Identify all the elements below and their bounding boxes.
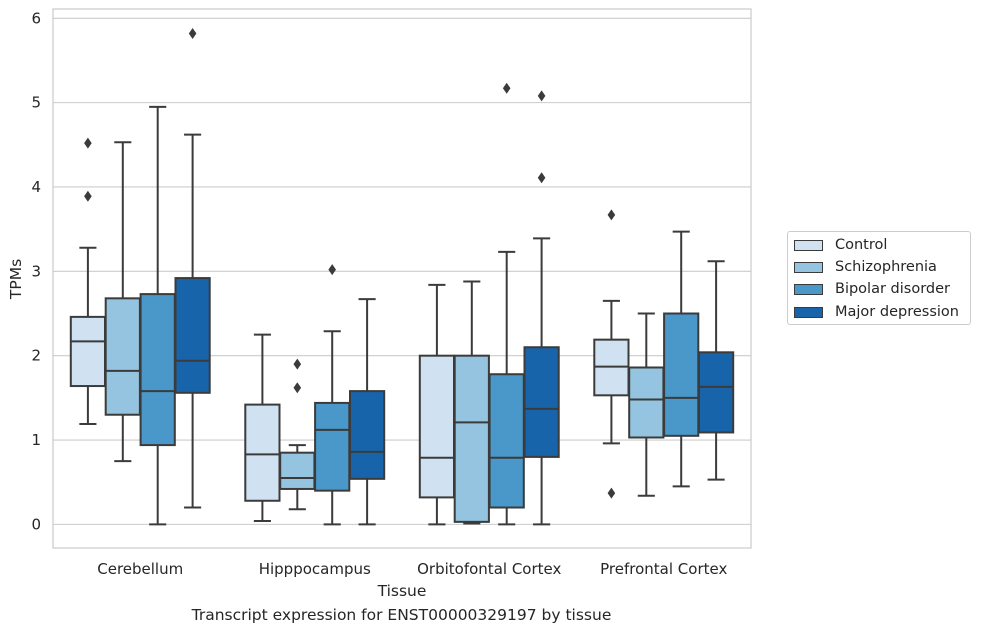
outlier-schizophrenia-hipppocampus-0 bbox=[293, 382, 302, 394]
outlier-control-cerebellum-0 bbox=[84, 190, 92, 202]
box-body-bipolar-disorder-cerebellum bbox=[139, 293, 176, 447]
box-body-control-cerebellum bbox=[69, 315, 107, 388]
box-body-major-depression-cerebellum bbox=[174, 277, 211, 394]
y-tick-label-1: 1 bbox=[31, 431, 41, 449]
box-body-major-depression-prefrontal-cortex bbox=[697, 351, 735, 434]
legend-label-major-depression: Major depression bbox=[835, 304, 959, 320]
box-body-control-hipppocampus bbox=[244, 403, 281, 502]
legend-swatch-control bbox=[794, 239, 823, 251]
plot-frame bbox=[52, 8, 752, 549]
outlier-major-depression-orbitofontal-cortex-0 bbox=[537, 172, 546, 184]
y-tick-label-0: 0 bbox=[31, 515, 41, 533]
box-body-major-depression-orbitofontal-cortex bbox=[523, 346, 560, 458]
y-tick-label-3: 3 bbox=[31, 262, 41, 280]
outlier-major-depression-orbitofontal-cortex-1 bbox=[537, 90, 546, 102]
x-tick-label-prefrontal-cortex: Prefrontal Cortex bbox=[600, 560, 727, 578]
box-schizophrenia-cerebellum bbox=[104, 141, 141, 463]
x-axis-label: Tissue bbox=[377, 582, 427, 600]
outlier-control-prefrontal-cortex-0 bbox=[607, 487, 616, 499]
legend-label-schizophrenia: Schizophrenia bbox=[835, 259, 937, 275]
box-control-prefrontal-cortex bbox=[593, 209, 630, 499]
y-tick-label-4: 4 bbox=[31, 178, 41, 196]
box-schizophrenia-orbitofontal-cortex bbox=[453, 280, 490, 525]
box-bipolar-disorder-cerebellum bbox=[139, 105, 176, 526]
legend-swatch-major-depression bbox=[794, 306, 823, 318]
legend-label-bipolar-disorder: Bipolar disorder bbox=[835, 281, 950, 297]
figure-caption: Transcript expression for ENST0000032919… bbox=[191, 606, 612, 624]
x-tick-label-cerebellum: Cerebellum bbox=[97, 560, 183, 578]
box-body-schizophrenia-cerebellum bbox=[104, 297, 141, 416]
outlier-control-cerebellum-1 bbox=[84, 137, 92, 149]
box-body-control-orbitofontal-cortex bbox=[418, 354, 456, 499]
box-schizophrenia-prefrontal-cortex bbox=[628, 312, 665, 497]
box-body-schizophrenia-hipppocampus bbox=[279, 451, 316, 490]
box-major-depression-cerebellum bbox=[174, 27, 211, 509]
y-axis-label: TPMs bbox=[7, 259, 25, 300]
box-body-schizophrenia-orbitofontal-cortex bbox=[453, 354, 490, 523]
box-control-cerebellum bbox=[69, 137, 107, 426]
boxes bbox=[69, 27, 735, 526]
x-tick-label-hipppocampus: Hipppocampus bbox=[259, 560, 371, 578]
legend-item-bipolar-disorder: Bipolar disorder bbox=[794, 279, 950, 299]
box-major-depression-prefrontal-cortex bbox=[697, 260, 735, 481]
box-bipolar-disorder-hipppocampus bbox=[314, 264, 351, 526]
box-body-major-depression-hipppocampus bbox=[348, 390, 386, 480]
y-tick-label-5: 5 bbox=[31, 94, 41, 112]
box-control-orbitofontal-cortex bbox=[418, 283, 456, 526]
box-bipolar-disorder-prefrontal-cortex bbox=[663, 230, 700, 488]
legend-item-schizophrenia: Schizophrenia bbox=[794, 257, 937, 277]
outlier-control-prefrontal-cortex-1 bbox=[607, 209, 616, 221]
x-tick-label-orbitofontal-cortex: Orbitofontal Cortex bbox=[417, 560, 561, 578]
box-body-bipolar-disorder-orbitofontal-cortex bbox=[488, 373, 525, 509]
y-tick-label-2: 2 bbox=[31, 347, 41, 365]
tick-labels: 0 1 2 3 4 5 6 Cerebellum Hipppocampus Orbitofonta… bbox=[31, 9, 727, 578]
legend-item-control: Control bbox=[794, 235, 887, 255]
legend-swatch-schizophrenia bbox=[794, 261, 823, 273]
outlier-major-depression-cerebellum-0 bbox=[188, 27, 197, 39]
legend: Control Schizophrenia Bipolar disorder M… bbox=[787, 231, 971, 325]
box-body-bipolar-disorder-prefrontal-cortex bbox=[663, 312, 700, 437]
legend-item-major-depression: Major depression bbox=[794, 302, 959, 322]
legend-label-control: Control bbox=[835, 237, 888, 253]
outlier-bipolar-disorder-orbitofontal-cortex-0 bbox=[502, 82, 511, 94]
box-body-schizophrenia-prefrontal-cortex bbox=[628, 366, 665, 439]
box-major-depression-orbitofontal-cortex bbox=[523, 90, 560, 526]
box-body-bipolar-disorder-hipppocampus bbox=[314, 401, 351, 492]
box-bipolar-disorder-orbitofontal-cortex bbox=[488, 82, 525, 526]
y-tick-label-6: 6 bbox=[31, 9, 41, 27]
box-control-hipppocampus bbox=[244, 333, 281, 523]
outlier-bipolar-disorder-hipppocampus-0 bbox=[328, 264, 336, 276]
legend-swatch-bipolar-disorder bbox=[794, 283, 823, 295]
box-schizophrenia-hipppocampus bbox=[279, 358, 316, 511]
box-major-depression-hipppocampus bbox=[348, 298, 386, 526]
outlier-schizophrenia-hipppocampus-1 bbox=[293, 358, 302, 370]
